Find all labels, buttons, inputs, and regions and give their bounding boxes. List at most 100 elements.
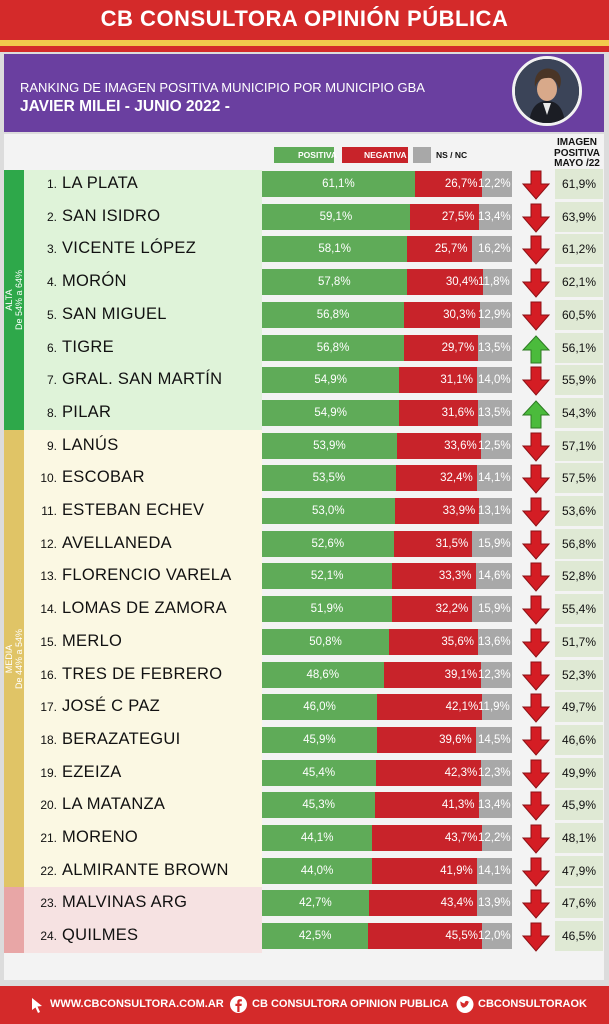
alta-band [4,170,262,430]
table-row: 7. GRAL. SAN MARTÍN 54,9% 31,1% 14,0% 55,9% [0,364,609,396]
bar-ns-nc [481,825,512,851]
value-label-positiva: 54,9% [314,374,347,387]
municipio-name: QUILMES [62,926,139,945]
imagen-mayo-value: 55,4% [555,594,603,625]
bar-positiva [262,825,373,851]
table-row: 5. SAN MIGUEL 56,8% 30,3% 12,9% 60,5% [0,299,609,331]
value-label-positiva: 45,9% [303,733,336,746]
bar-negativa [399,367,477,394]
value-label-positiva: 44,1% [300,832,334,844]
row-rank: 6. [46,340,57,355]
arrow-down-icon [521,824,551,854]
bar-ns-nc [481,759,512,786]
table-row: 18. BERAZATEGUI 45,9% 39,6% 14,5% 46,6% [0,724,609,756]
bar-ns-nc [478,792,512,819]
imagen-mayo-value: 56,1% [555,332,603,363]
bar-ns-nc [476,465,512,492]
image-header: IMAGEN POSITIVA MAYO /22 [554,137,600,170]
imagen-mayo-value: 49,9% [555,757,603,788]
bar-positiva [262,857,372,884]
bar-negativa [394,498,480,524]
footer-facebook-link[interactable]: CB CONSULTORA OPINION PUBLICA [252,998,449,1010]
bar-negativa [409,203,479,230]
value-label-negativa: 45,5% [445,930,478,943]
row-rank: 9. [46,438,57,453]
value-label-positiva: 53,9% [313,439,346,452]
value-label-ns: 16,2% [478,243,511,256]
row-rank: 14. [40,602,57,617]
table-row: 6. TIGRE 56,8% 29,7% 13,5% 56,1% [0,332,609,364]
municipio-name: LA MATANZA [62,795,166,814]
bar-ns-nc [475,563,512,590]
municipio-name: MALVINAS ARG [62,893,188,912]
value-label-positiva: 52,6% [311,537,345,550]
imagen-mayo-value: 57,1% [555,430,603,461]
group-baja [4,887,24,953]
value-label-negativa: 30,3% [443,308,476,321]
footer-twitter-link[interactable]: CBCONSULTORAOK [478,998,587,1010]
row-rank: 15. [40,634,57,649]
row-rank: 12. [40,536,57,551]
municipio-name: SAN MIGUEL [62,304,167,323]
arrow-down-icon [521,366,551,396]
bar-ns-nc [479,498,512,524]
value-label-ns: 12,0% [478,930,511,943]
value-label-positiva: 50,8% [309,635,342,648]
value-label-negativa: 33,6% [444,439,477,452]
bar-positiva [262,563,393,590]
value-label-ns: 12,3% [478,668,511,681]
bar-negativa [376,726,476,753]
table-row: 11. ESTEBAN ECHEV 53,0% 33,9% 13,1% 53,6% [0,495,609,527]
value-label-positiva: 45,3% [302,799,335,812]
value-label-ns: 12,5% [478,439,511,452]
bar-positiva [262,367,400,394]
footer-web-link[interactable]: WWW.CBCONSULTORA.COM.AR [50,998,224,1010]
arrow-down-icon [521,693,551,723]
value-label-ns: 15,9% [478,537,511,550]
arrow-down-icon [521,530,551,560]
municipio-name: SAN ISIDRO [62,206,161,225]
value-label-negativa: 31,5% [435,537,469,550]
municipio-name: LANÚS [62,435,119,454]
value-label-negativa: 43,7% [444,832,478,844]
arrow-up-icon [521,334,551,364]
arrow-down-icon [521,432,551,462]
imagen-mayo-value: 52,3% [555,659,603,690]
imagen-mayo-value: 49,7% [555,692,603,723]
bar-ns-nc [478,628,512,655]
bar-positiva [262,661,384,688]
imagen-mayo-value: 57,5% [555,463,603,494]
value-label-negativa: 26,7% [444,178,478,190]
table-row: 1. LA PLATA 61,1% 26,7% 12,2% 61,9% [0,168,609,200]
legend-positiva-swatch [274,147,334,163]
imagen-mayo-value: 48,1% [555,823,603,853]
bar-negativa [377,694,483,721]
table-row: 15. MERLO 50,8% 35,6% 13,6% 51,7% [0,626,609,658]
bar-ns-nc [482,923,512,950]
bar-negativa [368,923,482,950]
municipio-name: BERAZATEGUI [62,729,181,748]
table-row: 16. TRES DE FEBRERO 48,6% 39,1% 12,3% 52,3% [0,659,609,691]
twitter-icon [456,996,474,1013]
bar-negativa [407,236,472,263]
row-rank: 17. [40,700,57,715]
bar-positiva [262,694,377,721]
brand-bar: CB CONSULTORA OPINIÓN PÚBLICA [0,0,609,40]
row-rank: 20. [40,798,57,813]
imagen-mayo-value: 52,8% [555,561,603,592]
row-rank: 23. [40,896,57,911]
row-rank: 19. [40,765,57,780]
value-label-positiva: 42,5% [298,930,332,943]
bar-ns-nc [482,269,512,296]
municipio-name: ESTEBAN ECHEV [62,501,205,519]
value-label-ns: 12,2% [478,178,511,190]
group-alta: ALTA De 54% a 64% [4,170,24,430]
chart-header: RANKING DE IMAGEN POSITIVA MUNICIPIO POR… [4,54,604,132]
bar-negativa [404,301,480,328]
bar-negativa [404,334,479,361]
value-label-ns: 13,5% [478,341,511,354]
table-row: 23. MALVINAS ARG 42,7% 43,4% 13,9% 47,6% [0,887,609,920]
imagen-mayo-value: 61,9% [555,169,603,199]
table-row: 17. JOSÉ C PAZ 46,0% 42,1% 11,9% 49,7% [0,691,609,723]
arrow-down-icon [521,857,551,887]
